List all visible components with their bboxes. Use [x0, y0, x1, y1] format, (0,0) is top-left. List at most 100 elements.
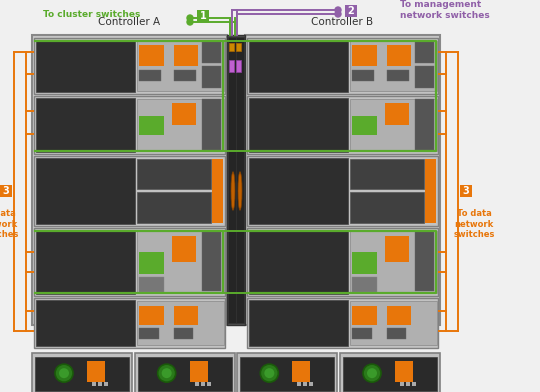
Bar	[385, 103, 409, 125]
Bar	[249, 98, 348, 152]
Bar	[174, 45, 198, 66]
Bar	[138, 357, 232, 391]
Bar	[387, 45, 411, 66]
Bar	[202, 41, 221, 64]
Bar	[350, 192, 424, 223]
Bar	[350, 231, 437, 293]
Bar	[460, 185, 472, 197]
Bar	[352, 328, 372, 339]
Bar	[352, 305, 376, 325]
Bar	[236, 37, 244, 323]
Bar	[236, 60, 241, 72]
Circle shape	[158, 364, 176, 382]
Circle shape	[260, 364, 278, 382]
Bar	[395, 361, 413, 382]
Bar	[207, 383, 211, 387]
Bar	[137, 41, 224, 91]
Text: Controller B: Controller B	[312, 17, 374, 27]
Bar	[350, 99, 437, 151]
Bar	[36, 230, 136, 294]
Bar	[229, 60, 234, 72]
Bar	[174, 71, 195, 81]
Bar	[139, 305, 164, 325]
Bar	[87, 361, 105, 382]
Ellipse shape	[231, 172, 235, 210]
Bar	[387, 71, 409, 81]
Text: To data
network
switches: To data network switches	[453, 209, 495, 239]
Bar	[134, 353, 235, 392]
Bar	[303, 383, 307, 387]
Circle shape	[161, 368, 172, 378]
Bar	[137, 301, 224, 345]
Bar	[174, 328, 193, 339]
Text: 1: 1	[200, 11, 206, 21]
Bar	[139, 277, 164, 292]
Text: To management
network switches: To management network switches	[400, 0, 490, 20]
Bar	[137, 99, 224, 151]
Bar	[36, 300, 136, 346]
Bar	[350, 159, 424, 189]
Text: To data
network
switches: To data network switches	[0, 209, 19, 239]
Bar	[228, 37, 236, 323]
Bar	[309, 383, 313, 387]
Bar	[415, 66, 434, 89]
Bar	[236, 43, 241, 51]
Bar	[32, 353, 132, 392]
Bar	[172, 103, 196, 125]
Bar	[343, 357, 437, 391]
Bar	[195, 383, 199, 387]
Bar	[0, 185, 12, 197]
Bar	[227, 35, 245, 325]
Bar	[412, 383, 416, 387]
Bar	[139, 328, 159, 339]
Bar	[139, 116, 164, 135]
Bar	[34, 228, 225, 296]
Bar	[425, 159, 436, 223]
Bar	[340, 353, 440, 392]
Bar	[350, 41, 437, 91]
Bar	[202, 66, 221, 89]
Bar	[352, 277, 376, 292]
Bar	[190, 361, 208, 382]
Bar	[137, 192, 211, 223]
Bar	[202, 99, 221, 150]
Bar	[292, 361, 310, 382]
Bar	[345, 5, 357, 17]
Circle shape	[335, 11, 341, 17]
Bar	[137, 231, 224, 293]
Bar	[249, 230, 348, 294]
Bar	[249, 158, 348, 224]
Bar	[137, 159, 211, 189]
Bar	[201, 383, 205, 387]
Bar	[247, 96, 438, 154]
Bar	[104, 383, 108, 387]
Bar	[212, 159, 223, 223]
Bar	[238, 353, 338, 392]
Text: 3: 3	[3, 186, 9, 196]
Circle shape	[187, 15, 193, 21]
Bar	[36, 98, 136, 152]
Bar	[172, 236, 196, 262]
Text: Controller A: Controller A	[98, 17, 160, 27]
Bar	[36, 40, 136, 92]
Circle shape	[367, 368, 377, 378]
Bar	[32, 35, 227, 325]
Bar	[240, 357, 334, 391]
Bar	[415, 231, 434, 291]
Bar	[387, 328, 406, 339]
Bar	[249, 40, 348, 92]
Bar	[34, 298, 225, 348]
Circle shape	[265, 368, 274, 378]
Bar	[352, 45, 376, 66]
Bar	[34, 38, 225, 94]
Bar	[385, 236, 409, 262]
Bar	[249, 300, 348, 346]
Bar	[35, 357, 129, 391]
Bar	[247, 156, 438, 226]
Bar	[229, 43, 234, 51]
Bar	[36, 158, 136, 224]
Bar	[247, 38, 438, 94]
Circle shape	[55, 364, 73, 382]
Bar	[415, 99, 434, 150]
Bar	[352, 71, 374, 81]
